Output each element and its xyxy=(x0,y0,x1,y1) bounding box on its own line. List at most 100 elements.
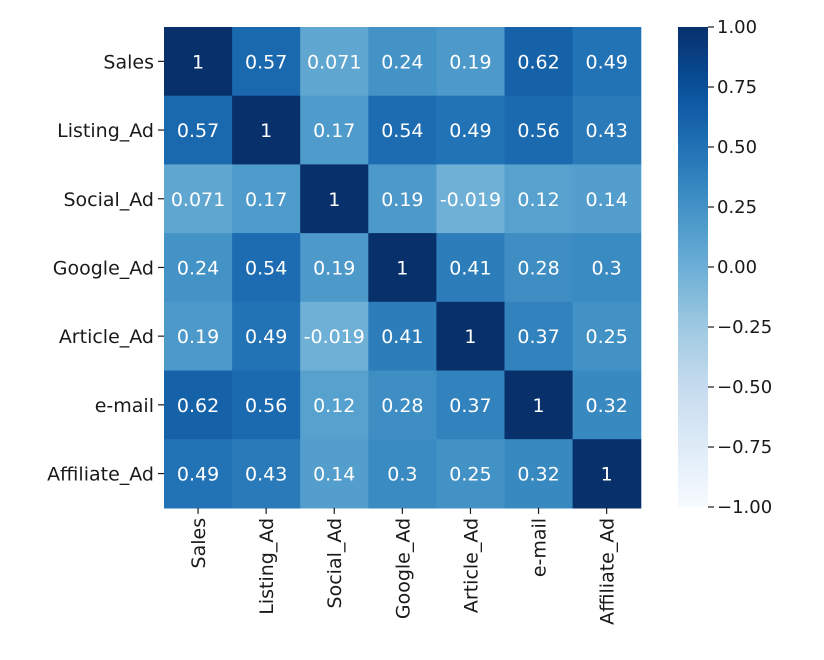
heatmap-cell-1-3 xyxy=(368,95,437,165)
cell-annotation-1-6: 0.43 xyxy=(585,120,627,142)
column-label-5: e-mail xyxy=(529,518,551,577)
cell-annotation-1-4: 0.49 xyxy=(449,120,491,142)
cell-annotation-3-3: 1 xyxy=(396,257,408,279)
cell-annotation-0-1: 0.57 xyxy=(245,51,287,73)
colorbar-gradient xyxy=(678,27,708,507)
heatmap-cell-1-0 xyxy=(164,95,233,165)
colorbar-tick-label-4: 0.00 xyxy=(717,257,757,278)
cell-annotation-4-5: 0.37 xyxy=(517,326,559,348)
cell-annotation-2-0: 0.071 xyxy=(171,189,225,211)
cell-annotation-4-3: 0.41 xyxy=(381,326,423,348)
column-label-4: Article_Ad xyxy=(460,518,482,613)
row-label-0: Sales xyxy=(103,51,154,73)
cell-annotation-2-6: 0.14 xyxy=(585,189,627,211)
cell-annotation-3-4: 0.41 xyxy=(449,257,491,279)
column-label-1: Listing_Ad xyxy=(256,518,278,615)
cell-annotation-4-1: 0.49 xyxy=(245,326,287,348)
row-label-5: e-mail xyxy=(95,395,154,417)
cell-annotation-6-5: 0.32 xyxy=(517,464,559,486)
heatmap-cell-4-0 xyxy=(164,301,233,372)
column-label-6: Affiliate_Ad xyxy=(597,518,619,625)
heatmap-cell-1-5 xyxy=(504,95,574,165)
cell-annotation-5-0: 0.62 xyxy=(177,395,219,417)
column-label-0: Sales xyxy=(188,518,210,569)
cell-annotation-3-5: 0.28 xyxy=(517,257,559,279)
heatmap-cell-1-2 xyxy=(300,95,369,165)
heatmap-cell-4-3 xyxy=(368,301,437,372)
heatmap-cell-6-4 xyxy=(436,439,506,509)
colorbar-tick-label-8: −1.00 xyxy=(717,497,772,518)
heatmap-cell-6-2 xyxy=(300,439,369,509)
heatmap-cell-0-0 xyxy=(164,27,233,97)
heatmap-cell-4-4 xyxy=(436,301,506,372)
cell-annotation-2-4: -0.019 xyxy=(440,189,501,211)
cell-annotation-0-0: 1 xyxy=(192,51,204,73)
row-label-6: Affiliate_Ad xyxy=(47,464,154,486)
row-label-2: Social_Ad xyxy=(63,189,154,211)
heatmap-cell-3-1 xyxy=(232,233,301,303)
heatmap-cell-4-1 xyxy=(232,301,301,372)
cell-annotation-4-2: -0.019 xyxy=(304,326,365,348)
cell-annotation-5-1: 0.56 xyxy=(245,395,287,417)
cell-annotation-1-2: 0.17 xyxy=(313,120,355,142)
cell-annotation-1-5: 0.56 xyxy=(517,120,559,142)
cell-annotation-5-5: 1 xyxy=(533,395,545,417)
colorbar-tick-label-5: −0.25 xyxy=(717,317,772,338)
cell-annotation-2-2: 1 xyxy=(328,189,340,211)
cell-annotation-1-0: 0.57 xyxy=(177,120,219,142)
cell-annotation-3-1: 0.54 xyxy=(245,257,287,279)
cell-annotation-1-1: 1 xyxy=(260,120,272,142)
heatmap-cell-0-5 xyxy=(504,27,574,97)
cell-annotation-5-4: 0.37 xyxy=(449,395,491,417)
heatmap-cell-5-4 xyxy=(436,370,506,440)
colorbar-tick-label-6: −0.50 xyxy=(717,377,772,398)
cell-annotation-2-5: 0.12 xyxy=(517,189,559,211)
row-label-1: Listing_Ad xyxy=(57,120,154,142)
heatmap-cell-2-6 xyxy=(572,164,642,234)
cell-annotation-0-6: 0.49 xyxy=(585,51,627,73)
cell-annotation-5-3: 0.28 xyxy=(381,395,423,417)
cell-annotation-6-1: 0.43 xyxy=(245,464,287,486)
cell-annotation-0-4: 0.19 xyxy=(449,51,491,73)
heatmap-cell-0-1 xyxy=(232,27,301,97)
heatmap-cell-3-3 xyxy=(368,233,437,303)
heatmap-cell-6-5 xyxy=(504,439,574,509)
cell-annotation-6-3: 0.3 xyxy=(387,464,417,486)
cell-annotation-5-6: 0.32 xyxy=(585,395,627,417)
heatmap-cell-3-2 xyxy=(300,233,369,303)
heatmap-cell-3-4 xyxy=(436,233,506,303)
heatmap-cell-0-3 xyxy=(368,27,437,97)
colorbar-tick-label-7: −0.75 xyxy=(717,437,772,458)
heatmap-cell-2-3 xyxy=(368,164,437,234)
cell-annotation-3-0: 0.24 xyxy=(177,257,219,279)
heatmap-cells: 1 0.57 0.071 0.24 0.19 0.62 0.49 0.57 1 0.17 0.54 0… xyxy=(164,27,642,509)
heatmap-cell-2-5 xyxy=(504,164,574,234)
heatmap-cell-5-3 xyxy=(368,370,437,440)
cell-annotation-3-6: 0.3 xyxy=(592,257,622,279)
row-labels: Sales Listing_Ad Social_Ad Google_Ad Article… xyxy=(47,51,164,486)
heatmap-cell-5-1 xyxy=(232,370,301,440)
column-label-2: Social_Ad xyxy=(324,518,346,609)
cell-annotation-6-6: 1 xyxy=(601,464,613,486)
heatmap-cell-2-1 xyxy=(232,164,301,234)
heatmap-cell-4-5 xyxy=(504,301,574,372)
row-label-3: Google_Ad xyxy=(53,257,154,279)
cell-annotation-5-2: 0.12 xyxy=(313,395,355,417)
heatmap-cell-6-6 xyxy=(572,439,642,509)
cell-annotation-0-2: 0.071 xyxy=(307,51,361,73)
cell-annotation-0-5: 0.62 xyxy=(517,51,559,73)
heatmap-cell-6-0 xyxy=(164,439,233,509)
cell-annotation-4-6: 0.25 xyxy=(585,326,627,348)
heatmap-cell-2-0 xyxy=(164,164,233,234)
column-label-3: Google_Ad xyxy=(392,518,414,619)
colorbar: 1.00 0.75 0.50 0.25 0.00 −0.25 −0.50 −0.75 −1.00 xyxy=(678,17,772,518)
cell-annotation-6-4: 0.25 xyxy=(449,464,491,486)
colorbar-tick-label-0: 1.00 xyxy=(717,17,757,38)
cell-annotation-6-0: 0.49 xyxy=(177,464,219,486)
heatmap-cell-3-0 xyxy=(164,233,233,303)
cell-annotation-1-3: 0.54 xyxy=(381,120,423,142)
row-label-4: Article_Ad xyxy=(59,326,154,348)
heatmap-cell-5-6 xyxy=(572,370,642,440)
heatmap-cell-0-4 xyxy=(436,27,506,97)
